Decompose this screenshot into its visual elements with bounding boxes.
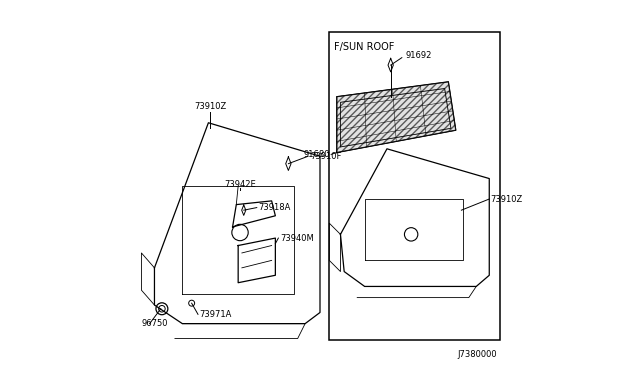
Text: F/SUN ROOF: F/SUN ROOF (334, 42, 394, 52)
Text: 73942E: 73942E (224, 180, 256, 189)
Text: 91680: 91680 (303, 150, 330, 159)
Bar (330, 32, 500, 340)
Text: 73910Z: 73910Z (194, 102, 227, 111)
Text: 73918A: 73918A (259, 203, 291, 212)
Polygon shape (337, 82, 456, 153)
Text: 96750: 96750 (141, 319, 168, 328)
Text: 73940M: 73940M (280, 234, 314, 243)
Text: 91692: 91692 (406, 51, 432, 60)
Text: 73910F: 73910F (310, 152, 342, 161)
Text: J7380000: J7380000 (457, 350, 497, 359)
Text: 73910Z: 73910Z (490, 195, 523, 203)
Text: 73971A: 73971A (199, 310, 232, 319)
